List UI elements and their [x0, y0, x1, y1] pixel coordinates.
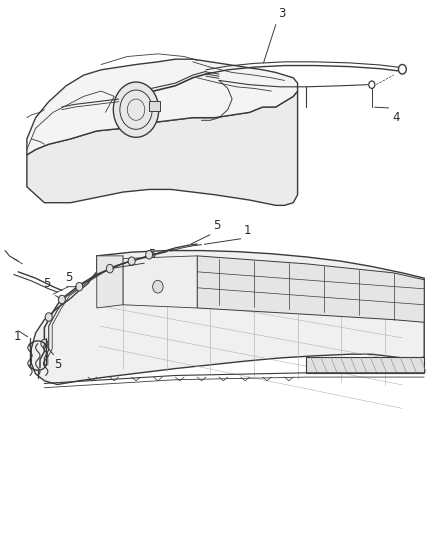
Circle shape [106, 264, 113, 273]
Text: 3: 3 [279, 7, 286, 20]
Circle shape [58, 295, 65, 304]
Circle shape [152, 280, 163, 293]
Circle shape [128, 257, 135, 265]
Text: 1: 1 [244, 224, 251, 237]
Polygon shape [27, 91, 297, 205]
Polygon shape [27, 59, 297, 155]
Text: 5: 5 [43, 277, 50, 290]
Text: 5: 5 [213, 219, 220, 232]
Text: 4: 4 [392, 111, 399, 124]
Polygon shape [97, 256, 123, 308]
Circle shape [76, 282, 83, 291]
Polygon shape [306, 357, 424, 373]
Polygon shape [31, 251, 424, 384]
Circle shape [41, 340, 48, 348]
Polygon shape [197, 256, 424, 322]
Polygon shape [123, 256, 197, 308]
Text: 5: 5 [65, 271, 72, 284]
Circle shape [113, 82, 159, 138]
Circle shape [146, 251, 152, 259]
Text: 5: 5 [148, 248, 155, 261]
Bar [149, 101, 160, 111]
Text: 1: 1 [14, 330, 21, 343]
Text: 5: 5 [54, 358, 61, 371]
Circle shape [45, 313, 52, 321]
